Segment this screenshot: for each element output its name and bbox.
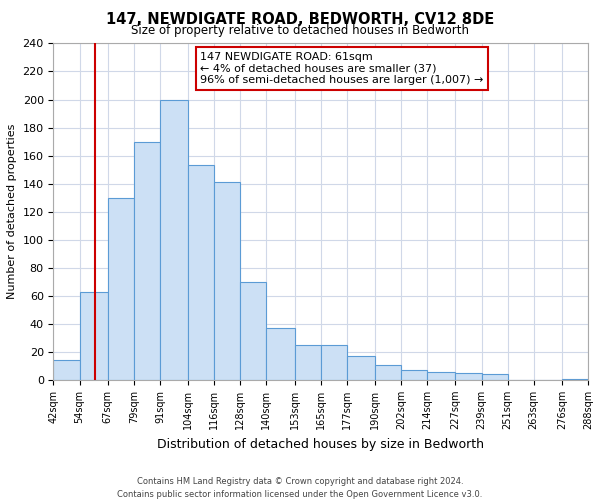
Bar — [347, 356, 375, 380]
Bar — [214, 182, 241, 380]
Bar — [188, 166, 214, 380]
Bar — [108, 198, 134, 380]
Bar — [455, 373, 482, 380]
X-axis label: Distribution of detached houses by size in Bedworth: Distribution of detached houses by size … — [157, 438, 484, 450]
Bar — [160, 100, 188, 380]
Bar — [80, 292, 108, 380]
Y-axis label: Number of detached properties: Number of detached properties — [7, 124, 17, 300]
Bar — [134, 142, 160, 380]
Bar — [375, 364, 401, 380]
Bar — [266, 328, 295, 380]
Bar — [53, 360, 80, 380]
Text: 147, NEWDIGATE ROAD, BEDWORTH, CV12 8DE: 147, NEWDIGATE ROAD, BEDWORTH, CV12 8DE — [106, 12, 494, 28]
Bar — [401, 370, 427, 380]
Bar — [295, 345, 321, 380]
Text: Size of property relative to detached houses in Bedworth: Size of property relative to detached ho… — [131, 24, 469, 37]
Bar — [321, 345, 347, 380]
Bar — [562, 378, 588, 380]
Bar — [482, 374, 508, 380]
Text: Contains public sector information licensed under the Open Government Licence v3: Contains public sector information licen… — [118, 490, 482, 499]
Text: 147 NEWDIGATE ROAD: 61sqm
← 4% of detached houses are smaller (37)
96% of semi-d: 147 NEWDIGATE ROAD: 61sqm ← 4% of detach… — [200, 52, 484, 85]
Bar — [241, 282, 266, 380]
Text: Contains HM Land Registry data © Crown copyright and database right 2024.: Contains HM Land Registry data © Crown c… — [137, 478, 463, 486]
Bar — [427, 372, 455, 380]
